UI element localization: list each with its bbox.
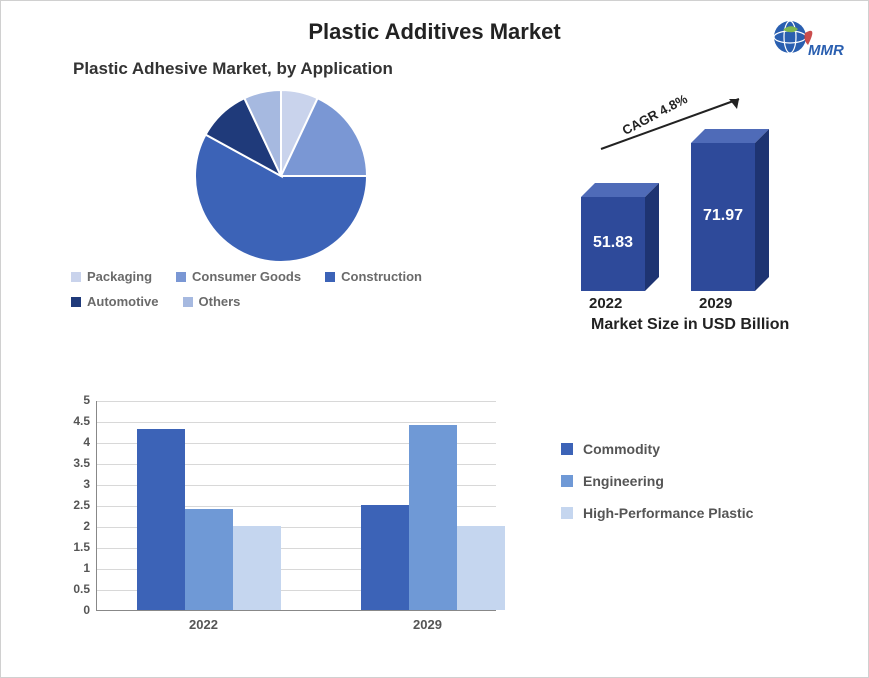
legend-label: Commodity [583,441,660,457]
bar [457,526,505,610]
bar-legend-item: Commodity [561,441,753,457]
market-size-bar: 51.83 [581,183,659,291]
bar [409,425,457,610]
legend-label: Packaging [87,269,152,284]
y-tick-label: 1.5 [60,540,90,554]
legend-swatch [325,272,335,282]
bar-legend-item: High-Performance Plastic [561,505,753,521]
gridline [97,401,496,402]
x-tick-label: 2022 [189,617,218,632]
main-title: Plastic Additives Market [1,19,868,45]
bar [185,509,233,610]
bar-value-label: 51.83 [581,234,645,252]
bar-chart-legend: Commodity Engineering High-Performance Pla… [561,441,753,537]
pie-legend-item: Consumer Goods [176,269,301,284]
y-tick-label: 0.5 [60,582,90,596]
bar [361,505,409,610]
y-tick-label: 0 [60,603,90,617]
y-tick-label: 4.5 [60,414,90,428]
pie-chart [171,86,391,271]
legend-swatch [561,475,573,487]
pie-legend: Packaging Consumer Goods Construction Autom… [71,269,491,319]
mmr-logo: MMR [768,15,848,70]
legend-label: Construction [341,269,422,284]
legend-swatch [561,443,573,455]
bar-legend-item: Engineering [561,473,753,489]
pie-legend-item: Automotive [71,294,159,309]
bar-value-label: 71.97 [691,207,755,225]
bar-year-label: 2022 [589,295,622,312]
y-tick-label: 1 [60,561,90,575]
globe-icon: MMR [768,15,848,65]
legend-swatch [561,507,573,519]
bar [233,526,281,610]
y-tick-label: 4 [60,435,90,449]
y-tick-label: 2.5 [60,498,90,512]
legend-swatch [176,272,186,282]
y-tick-label: 3 [60,477,90,491]
y-tick-label: 5 [60,393,90,407]
legend-label: Consumer Goods [192,269,301,284]
pie-legend-item: Construction [325,269,422,284]
legend-label: Engineering [583,473,664,489]
legend-swatch [183,297,193,307]
legend-label: Automotive [87,294,159,309]
legend-swatch [71,272,81,282]
grouped-bar-chart: 20222029 00.511.522.533.544.55 [56,391,526,651]
legend-label: Others [199,294,241,309]
bar [137,429,185,610]
pie-chart-title: Plastic Adhesive Market, by Application [73,59,393,79]
page-root: Plastic Additives Market MMR Plastic Adh… [0,0,869,678]
market-size-caption: Market Size in USD Billion [591,316,789,334]
logo-text: MMR [808,42,844,59]
pie-legend-item: Packaging [71,269,152,284]
market-size-chart: CAGR 4.8% Market Size in USD Billion 51.… [561,91,841,331]
market-size-bar: 71.97 [691,129,769,291]
x-tick-label: 2029 [413,617,442,632]
y-tick-label: 3.5 [60,456,90,470]
legend-label: High-Performance Plastic [583,505,753,521]
gridline [97,422,496,423]
bar-year-label: 2029 [699,295,732,312]
y-tick-label: 2 [60,519,90,533]
pie-legend-item: Others [183,294,241,309]
plot-area: 20222029 [96,401,496,611]
legend-swatch [71,297,81,307]
